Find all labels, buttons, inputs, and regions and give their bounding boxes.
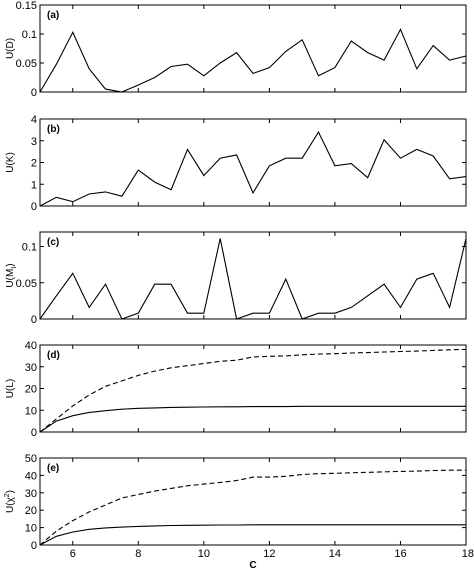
y-axis-label: U(χ2) bbox=[4, 490, 16, 513]
axes-frame bbox=[39, 457, 467, 546]
y-axis-label-subscript: I bbox=[11, 267, 18, 269]
ytick-label: 40 bbox=[25, 470, 37, 482]
series-line-solid bbox=[39, 238, 467, 320]
panel-d: 0 10 20 30 40 (d) U(L) bbox=[5, 340, 467, 439]
xtick-label: 16 bbox=[394, 548, 406, 560]
y-axis-label-text: U(M bbox=[5, 269, 16, 288]
y-axis-label-end: ) bbox=[5, 490, 16, 493]
ytick-label: 0 bbox=[31, 540, 37, 552]
ytick-label: 0.1 bbox=[22, 29, 37, 41]
y-axis-label: U(D) bbox=[5, 38, 16, 59]
panel-label: (c) bbox=[47, 237, 59, 248]
panel-b: 0 1 2 3 4 (b) U(K) bbox=[5, 114, 467, 213]
xtick-label: 10 bbox=[198, 548, 210, 560]
panel-c: 0 0.05 0.1 (c) U(MI) bbox=[5, 231, 467, 326]
y-axis-label: U(L) bbox=[5, 379, 16, 398]
axes-frame bbox=[39, 231, 467, 320]
y-axis-label-text: U(χ bbox=[5, 496, 16, 513]
x-axis-label: C bbox=[249, 560, 256, 571]
ytick-label: 50 bbox=[25, 453, 37, 465]
series-line-solid bbox=[39, 405, 466, 433]
y-axis-label-text: U(L) bbox=[5, 379, 16, 398]
y-axis-label-text: U(K) bbox=[5, 152, 16, 173]
panel-label: (a) bbox=[47, 10, 59, 21]
ytick-label: 1 bbox=[31, 179, 37, 191]
series-line-dashed bbox=[39, 348, 467, 433]
ytick-label: 30 bbox=[25, 488, 37, 500]
panel-label: (e) bbox=[47, 463, 59, 474]
panel-label: (b) bbox=[47, 124, 60, 135]
series-line-dashed bbox=[39, 469, 466, 546]
ytick-label: 20 bbox=[25, 384, 37, 396]
ytick-label: 0 bbox=[31, 314, 37, 326]
y-axis-label-text: U(D) bbox=[5, 38, 16, 59]
panel-label: (d) bbox=[47, 350, 60, 361]
xtick-label: 18 bbox=[462, 548, 474, 560]
series-line-solid bbox=[39, 28, 467, 93]
y-axis-label: U(MI) bbox=[5, 263, 18, 287]
xtick-label: 8 bbox=[135, 548, 141, 560]
y-axis-label-end: ) bbox=[5, 263, 16, 266]
ytick-label: 0 bbox=[31, 427, 37, 439]
ytick-label: 0.05 bbox=[16, 58, 37, 70]
series-line-solid bbox=[39, 130, 467, 207]
axes-frame bbox=[39, 4, 467, 93]
xtick-label: 12 bbox=[263, 548, 275, 560]
ytick-label: 0 bbox=[31, 201, 37, 213]
series-line-solid bbox=[39, 524, 466, 546]
ytick-label: 3 bbox=[31, 136, 37, 148]
axes-frame bbox=[39, 344, 467, 433]
ytick-label: 0.15 bbox=[16, 0, 37, 12]
panel-a: 0 0.05 0.1 0.15 (a) U(D) bbox=[5, 0, 467, 99]
y-axis-label: U(K) bbox=[5, 152, 16, 173]
y-axis-label-superscript: 2 bbox=[4, 493, 11, 497]
ytick-label: 0.05 bbox=[16, 278, 37, 290]
ytick-label: 0.1 bbox=[22, 242, 37, 254]
ytick-label: 2 bbox=[31, 158, 37, 170]
xtick-label: 6 bbox=[70, 548, 76, 560]
ytick-label: 10 bbox=[25, 405, 37, 417]
ytick-label: 0 bbox=[31, 87, 37, 99]
ytick-label: 30 bbox=[25, 362, 37, 374]
panel-e: 0 10 20 30 40 50 6 8 10 12 14 16 18 C (e) U(χ2) bbox=[4, 453, 474, 571]
ytick-label: 20 bbox=[25, 505, 37, 517]
ytick-label: 4 bbox=[31, 114, 37, 126]
ytick-label: 40 bbox=[25, 340, 37, 352]
ytick-label: 10 bbox=[25, 523, 37, 535]
xtick-label: 14 bbox=[329, 548, 341, 560]
